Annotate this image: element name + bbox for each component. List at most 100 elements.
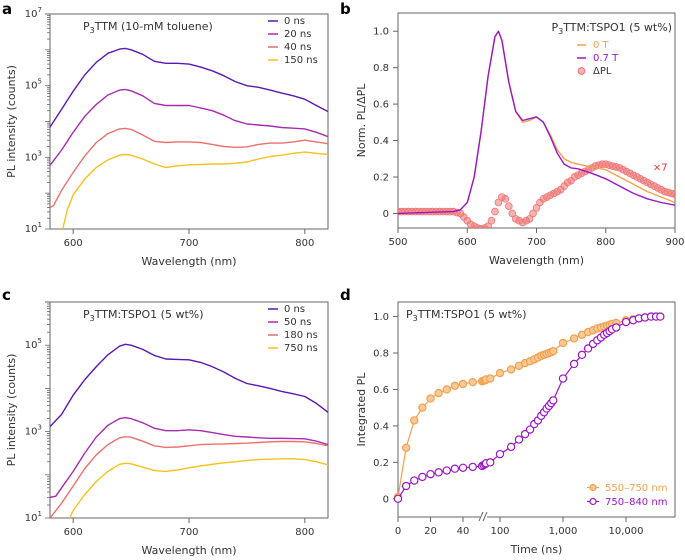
series-line — [50, 47, 328, 128]
legend-label: 50 ns — [284, 317, 311, 328]
x-tick-label: 700 — [179, 238, 198, 249]
y-tick-label: 105 — [25, 78, 42, 92]
plot-frame — [397, 301, 676, 518]
data-point — [426, 394, 435, 403]
y-tick-label: 0.4 — [373, 136, 389, 147]
data-point — [442, 385, 451, 394]
x-tick-label: 600 — [458, 237, 477, 248]
y-tick-label: 0 — [383, 494, 389, 505]
y-axis-label: Integrated PL — [355, 372, 368, 447]
y-tick-label: 103 — [25, 424, 42, 438]
data-point — [401, 443, 411, 452]
panel-a: a 600 700 800 101 103 105 107 P3TTM (10-mM tolue… — [2, 0, 329, 268]
x-axis-label: Wavelength (nm) — [141, 255, 236, 268]
panel-title: P3TTM (10-mM toluene) — [83, 20, 213, 35]
y-tick-label: 0.2 — [373, 458, 389, 469]
legend-label: 750 ns — [284, 343, 318, 354]
y-axis-label: PL intensity (counts) — [5, 354, 18, 467]
data-point — [410, 476, 419, 485]
data-point — [434, 388, 443, 398]
panel-letter: d — [340, 286, 351, 304]
delta-pl-point — [494, 198, 503, 207]
y-tick-label: 101 — [25, 221, 42, 235]
series-line — [62, 151, 328, 229]
legend-marker — [589, 483, 597, 492]
delta-pl-point — [671, 190, 675, 199]
y-tick-label: 0.2 — [373, 172, 389, 183]
legend-label: 750–840 nm — [605, 497, 667, 508]
y-tick-label: 1.0 — [373, 27, 389, 38]
x-tick-label: 500 — [388, 237, 407, 248]
legend-label: ΔPL — [593, 66, 612, 77]
x-tick-label: 700 — [527, 237, 546, 248]
legend-swatch — [577, 67, 586, 75]
x-tick-label: 20 — [424, 526, 437, 537]
panel-letter: c — [2, 286, 11, 304]
delta-pl-point — [508, 209, 517, 218]
panel-d: d 0 20 40 100 1,000 10,000 0 0.2 0.4 0.6 0.8 1.0 P3TT… — [340, 286, 676, 556]
x-axis-label: Wavelength (nm) — [141, 544, 236, 557]
delta-pl-point — [525, 215, 534, 223]
axis-break-mark — [482, 511, 488, 522]
x-tick-label: 900 — [665, 237, 684, 248]
data-point — [450, 381, 460, 391]
x-axis-label: Wavelength (nm) — [489, 254, 584, 267]
panel-title: P3TTM:TSPO1 (5 wt%) — [551, 21, 672, 36]
data-point — [442, 466, 451, 475]
data-point — [458, 379, 468, 389]
scale-annotation: ×7 — [653, 163, 668, 174]
axis-break-gap — [480, 515, 487, 519]
delta-pl-point — [501, 195, 510, 203]
x-tick-label: 600 — [64, 527, 83, 538]
data-point — [434, 468, 443, 477]
legend-label: 180 ns — [284, 330, 318, 341]
data-point — [418, 403, 427, 412]
x-tick-label: 800 — [295, 527, 314, 538]
y-tick-label: 105 — [25, 337, 42, 351]
data-point — [558, 374, 568, 383]
x-tick-label: 800 — [295, 238, 314, 249]
y-tick-label: 0.8 — [373, 349, 389, 360]
data-point — [525, 425, 535, 434]
series-line — [50, 436, 328, 518]
plot-frame — [397, 12, 676, 229]
delta-pl-point — [484, 222, 492, 228]
delta-pl-point — [504, 202, 513, 210]
y-tick-label: 0.4 — [373, 421, 389, 432]
delta-pl-point — [529, 209, 537, 218]
y-tick-label: 107 — [25, 6, 42, 20]
y-tick-label: 0.6 — [373, 385, 389, 396]
x-tick-label: 100 — [490, 526, 509, 537]
delta-pl-point — [532, 204, 541, 212]
series-line — [50, 417, 328, 499]
data-point — [458, 463, 468, 473]
data-point — [514, 435, 524, 444]
panel-c: c 600 700 800 101 103 105 P3TTM:TSPO1 (5 wt%) 0 … — [2, 286, 329, 557]
series-line — [50, 343, 328, 428]
data-point — [506, 365, 516, 374]
series-line — [50, 88, 328, 166]
legend-label: 0 T — [593, 40, 610, 51]
series-line — [398, 30, 675, 215]
data-point — [656, 312, 665, 321]
y-axis-label: Norm. PL/ΔPL — [355, 83, 368, 158]
data-point — [418, 472, 427, 482]
data-point — [486, 374, 495, 383]
data-point — [558, 338, 568, 348]
data-point — [506, 442, 516, 452]
data-point — [410, 416, 419, 425]
legend-label: 0.7 T — [593, 53, 619, 64]
panel-letter: b — [340, 0, 351, 18]
panel-b: b 500 600 700 800 900 0 0.2 0.4 0.6 0.8 1.0 P3TTM:TS… — [340, 0, 685, 267]
data-point — [569, 359, 579, 369]
data-point — [612, 323, 621, 332]
data-point — [621, 317, 631, 327]
legend-label: 0 ns — [284, 16, 305, 27]
axis-break-mark — [478, 511, 484, 522]
x-axis-label: Time (ns) — [510, 543, 563, 556]
series-line — [69, 458, 328, 518]
legend-marker — [589, 497, 597, 506]
data-point — [393, 494, 403, 503]
series-line — [50, 127, 328, 209]
data-point — [549, 346, 558, 356]
